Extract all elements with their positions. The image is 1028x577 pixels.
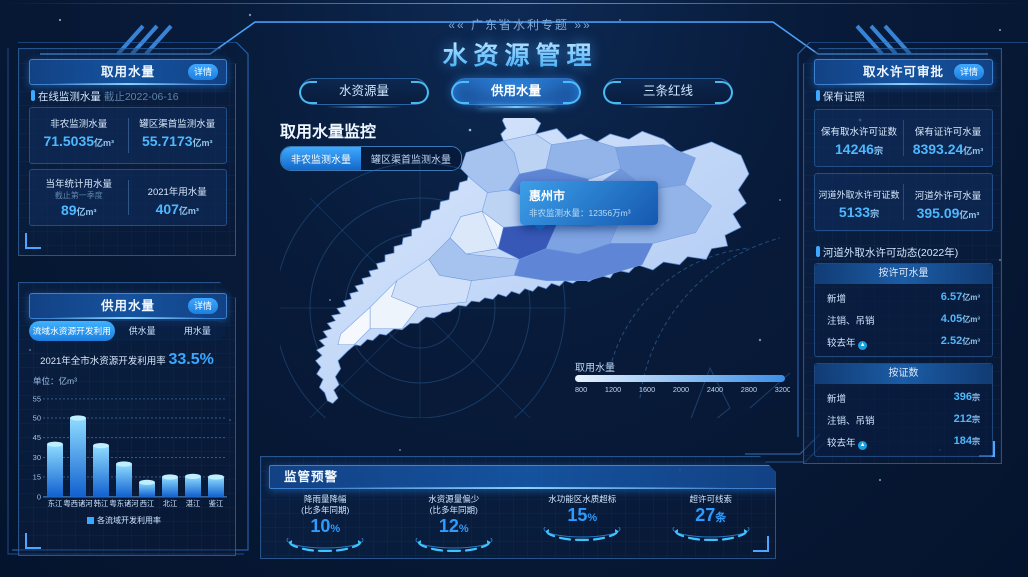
svg-text:30: 30: [33, 453, 41, 462]
svg-text:东江: 东江: [48, 499, 63, 508]
svg-text:湛江: 湛江: [186, 499, 201, 508]
svg-text:鉴江: 鉴江: [209, 499, 224, 508]
svg-text:55: 55: [33, 395, 41, 404]
svg-text:50: 50: [33, 414, 41, 423]
svg-text:各流域开发利用率: 各流域开发利用率: [97, 515, 161, 525]
svg-text:粤西诸河: 粤西诸河: [63, 499, 93, 508]
svg-text:北江: 北江: [163, 499, 178, 508]
svg-text:15: 15: [33, 473, 41, 482]
svg-text:粤东诸河: 粤东诸河: [109, 499, 139, 508]
svg-text:45: 45: [33, 433, 41, 442]
svg-text:0: 0: [37, 493, 41, 502]
svg-text:西江: 西江: [140, 499, 155, 508]
svg-text:韩江: 韩江: [94, 499, 109, 508]
